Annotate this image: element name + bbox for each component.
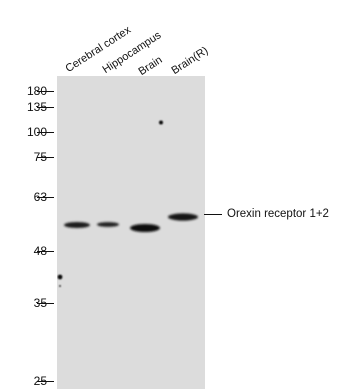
- marker-label-135: 135: [26, 100, 47, 114]
- marker-label-180: 180: [26, 84, 47, 98]
- lane-label-cerebral-cortex: Cerebral cortex: [63, 23, 134, 76]
- band-brain-r: [168, 213, 198, 221]
- marker-tick-48: [37, 251, 54, 252]
- marker-tick-63: [37, 197, 54, 198]
- marker-tick-75: [37, 157, 54, 158]
- marker-tick-180: [37, 91, 54, 92]
- membrane-background: [57, 76, 205, 389]
- spot-artifact-left: [57, 274, 63, 280]
- marker-tick-25: [37, 381, 54, 382]
- spot-artifact-left-small: [59, 285, 61, 287]
- marker-label-100: 100: [26, 125, 47, 139]
- blot-membrane: [57, 76, 205, 389]
- spot-artifact-top: [159, 120, 163, 125]
- target-pointer-line: [204, 214, 222, 215]
- band-brain: [130, 224, 160, 232]
- target-label: Orexin receptor 1+2: [227, 208, 329, 220]
- marker-tick-135: [37, 107, 54, 108]
- marker-tick-100: [37, 132, 54, 133]
- marker-tick-35: [37, 303, 54, 304]
- band-cerebral-cortex: [64, 222, 90, 228]
- lane-label-brain-r: Brain(R): [169, 44, 211, 77]
- lane-label-brain: Brain: [136, 53, 165, 78]
- band-hippocampus: [97, 222, 119, 227]
